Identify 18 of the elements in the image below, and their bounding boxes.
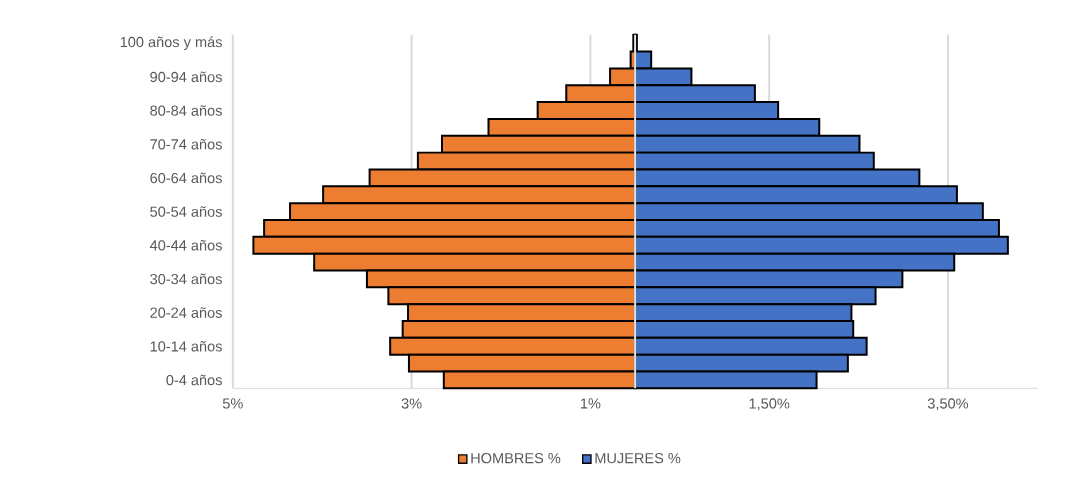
x-tick-label: 1,50%: [749, 398, 790, 411]
y-tick-label: 40-44 años: [149, 240, 222, 251]
y-tick-label: 100 años y más: [120, 36, 222, 51]
y-tick-label: 90-94 años: [150, 71, 222, 83]
y-tick-label: 80-84 años: [150, 105, 222, 116]
legend-label: MUJERES %: [595, 453, 681, 464]
legend-label: HOMBRES %: [471, 453, 561, 464]
y-tick-label: 60-64 años: [150, 172, 222, 184]
y-tick-label: 50-54 años: [150, 206, 222, 217]
x-tick-label: 5%: [222, 398, 243, 409]
x-tick-label: 3,50%: [927, 398, 969, 411]
y-tick-label: 70-74 años: [150, 139, 222, 150]
x-tick-label: 1%: [580, 398, 601, 409]
y-tick-label: 20-24 años: [150, 307, 222, 319]
y-tick-label: 10-14 años: [150, 341, 222, 352]
x-tick-label: 3%: [401, 398, 422, 409]
y-tick-label: 30-34 años: [150, 273, 222, 285]
y-tick-label: 0-4 años: [166, 374, 222, 386]
